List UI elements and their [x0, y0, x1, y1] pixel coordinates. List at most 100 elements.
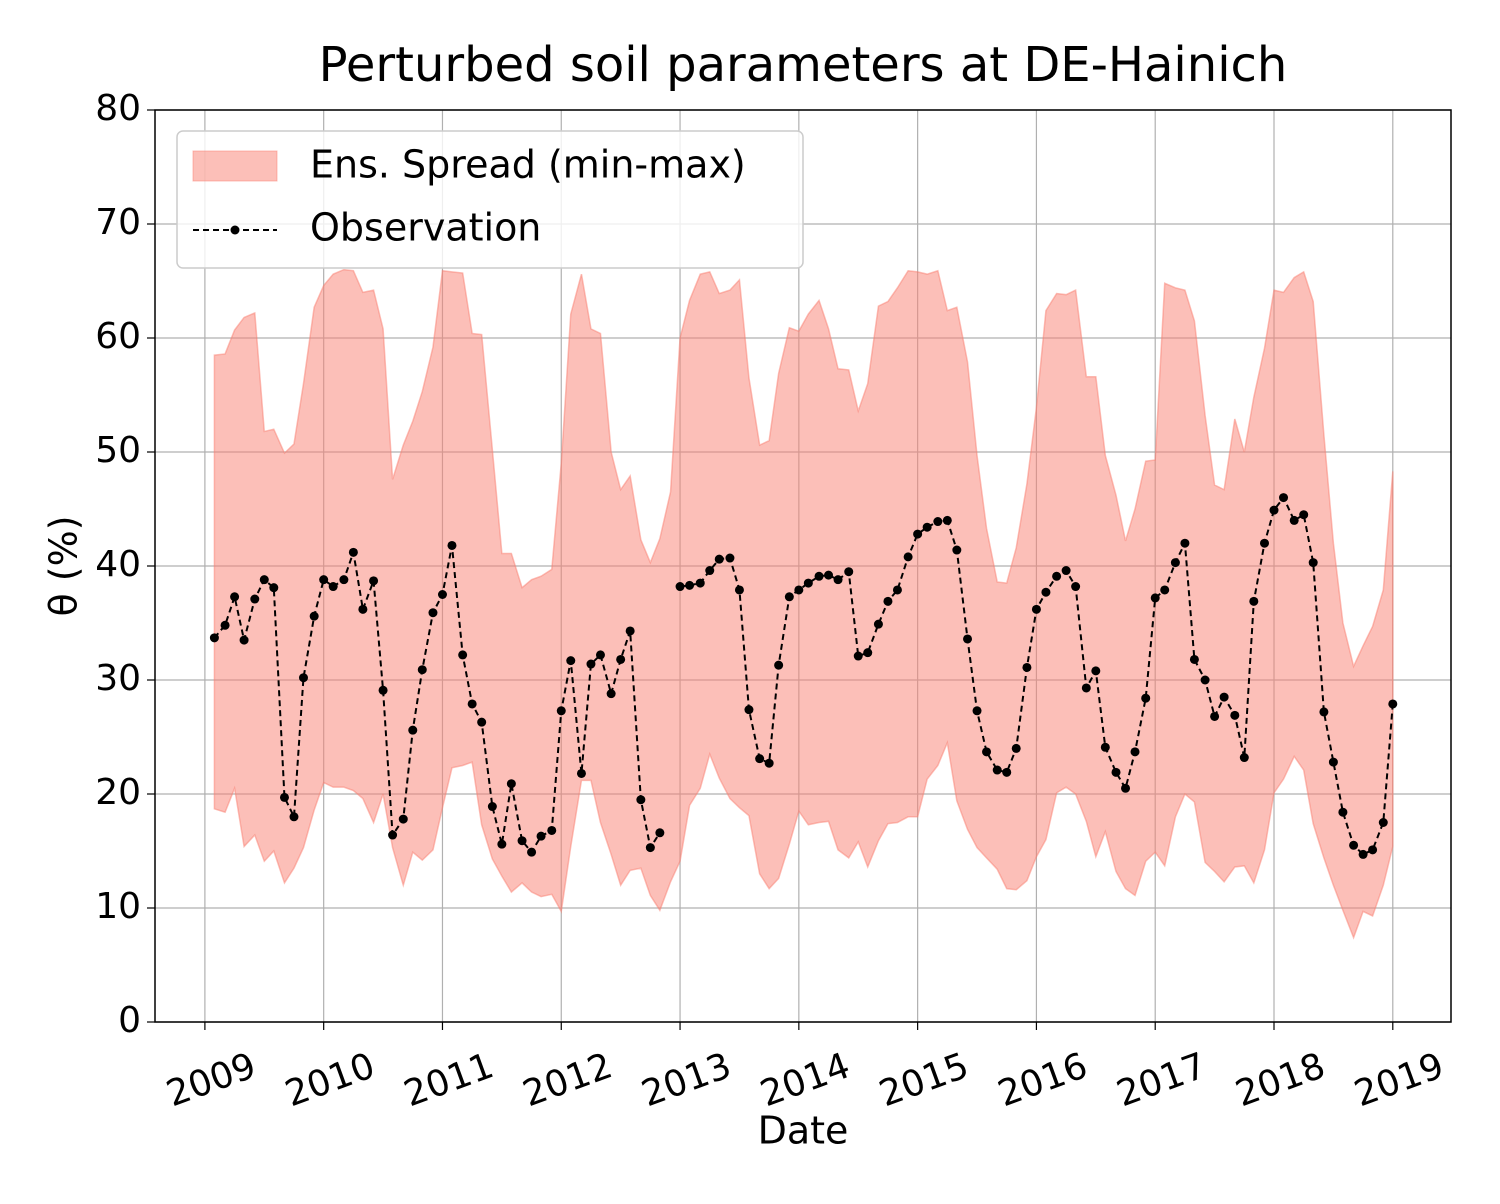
observation-point	[1279, 493, 1289, 503]
observation-point	[1121, 783, 1131, 793]
observation-point	[645, 843, 655, 853]
y-axis-label: θ (%)	[42, 515, 86, 616]
observation-point	[319, 575, 329, 585]
observation-point	[279, 792, 289, 802]
observation-point	[1111, 767, 1121, 777]
observation-point	[1388, 699, 1398, 709]
observation-point	[506, 779, 516, 789]
observation-point	[220, 620, 230, 630]
observation-point	[705, 566, 715, 576]
observation-point	[1022, 662, 1032, 672]
observation-point	[556, 706, 566, 716]
observation-point	[536, 831, 546, 841]
observation-point	[1002, 767, 1012, 777]
observation-point	[1100, 742, 1110, 752]
observation-point	[1269, 505, 1279, 515]
observation-point	[784, 592, 794, 602]
observation-point	[428, 608, 438, 618]
observation-point	[616, 654, 626, 664]
observation-point	[527, 847, 537, 857]
observation-point	[576, 768, 586, 778]
observation-point	[309, 611, 319, 621]
observation-point	[1338, 807, 1348, 817]
observation-point	[1031, 604, 1041, 614]
observation-point	[398, 814, 408, 824]
observation-point	[547, 825, 557, 835]
y-tick-label: 0	[118, 1000, 141, 1041]
observation-point	[1081, 683, 1091, 693]
observation-point	[1150, 593, 1160, 603]
x-axis-label: Date	[758, 1109, 849, 1153]
legend-marker	[230, 225, 240, 235]
observation-point	[230, 592, 240, 602]
observation-point	[824, 570, 834, 580]
spread-band	[213, 268, 1394, 940]
observation-point	[1378, 818, 1388, 827]
observation-point	[952, 545, 962, 555]
observation-point	[1358, 849, 1368, 859]
observation-point	[992, 765, 1002, 775]
observation-point	[298, 673, 308, 683]
observation-point	[734, 585, 744, 595]
observation-point	[883, 596, 893, 606]
observation-point	[913, 529, 923, 539]
observation-point	[1319, 707, 1329, 717]
observation-point	[1289, 515, 1299, 525]
observation-point	[1219, 692, 1229, 702]
observation-point	[1210, 711, 1220, 721]
observation-point	[922, 522, 932, 532]
observation-point	[458, 650, 468, 660]
observation-point	[339, 575, 349, 585]
observation-point	[833, 575, 843, 585]
y-tick-label: 60	[95, 316, 141, 357]
legend-label: Ens. Spread (min-max)	[310, 143, 746, 187]
y-tick-label: 30	[95, 658, 141, 699]
observation-point	[269, 583, 279, 593]
observation-point	[209, 633, 219, 643]
observation-point	[369, 576, 379, 586]
y-tick-label: 70	[95, 202, 141, 243]
observation-point	[595, 650, 605, 660]
observation-point	[1052, 571, 1062, 581]
observation-point	[844, 567, 854, 577]
observation-point	[655, 828, 665, 838]
observation-point	[447, 540, 457, 550]
observation-point	[1061, 566, 1071, 576]
observation-point	[636, 795, 646, 805]
observation-point	[566, 656, 576, 666]
y-tick-label: 40	[95, 544, 141, 585]
observation-point	[1180, 538, 1190, 548]
observation-point	[1249, 596, 1259, 606]
legend-box	[176, 130, 804, 269]
observation-point	[1239, 753, 1249, 763]
legend-swatch	[192, 150, 278, 182]
observation-point	[1160, 585, 1170, 595]
observation-point	[586, 659, 596, 669]
observation-point	[477, 717, 487, 727]
observation-point	[803, 578, 813, 588]
observation-point	[714, 554, 724, 564]
observation-point	[1259, 538, 1269, 548]
observation-point	[497, 839, 507, 849]
observation-point	[744, 705, 754, 715]
observation-point	[892, 585, 902, 595]
observation-point	[1189, 654, 1199, 664]
legend-label: Observation	[310, 206, 541, 250]
observation-point	[1368, 845, 1378, 855]
observation-point	[1011, 743, 1021, 753]
observation-point	[1041, 587, 1051, 597]
observation-point	[695, 578, 705, 588]
observation-point	[972, 706, 982, 716]
observation-point	[794, 585, 804, 595]
observation-point	[437, 590, 447, 599]
observation-point	[863, 648, 873, 658]
plot-frame	[154, 109, 1452, 1023]
observation-point	[1071, 582, 1081, 592]
observation-point	[725, 553, 735, 563]
y-tick-label: 20	[95, 772, 141, 813]
observation-point	[903, 552, 913, 562]
observation-point	[873, 619, 883, 629]
observation-point	[487, 802, 497, 812]
